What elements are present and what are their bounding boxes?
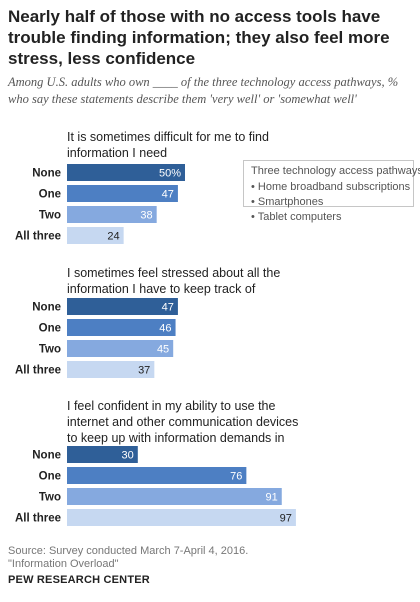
category-label-all-three: All three xyxy=(15,365,61,377)
panel-2: I sometimes feel stressed about all the i… xyxy=(15,266,280,378)
panel-3-title: I feel confident in my ability to use th… xyxy=(67,399,298,461)
footer-report: "Information Overload" xyxy=(8,558,119,570)
category-label-none: None xyxy=(32,168,61,180)
value-label-panel1-none: 50% xyxy=(159,168,181,180)
value-label-panel1-two: 38 xyxy=(140,210,152,222)
panel-2-title: I sometimes feel stressed about all the i… xyxy=(67,266,280,296)
category-label-none: None xyxy=(32,302,61,314)
legend-item-smartphones: • Smartphones xyxy=(251,196,324,208)
bar-panel1-all-three xyxy=(67,227,124,244)
legend-item-broadband: • Home broadband subscriptions xyxy=(251,181,411,193)
bar-panel1-none xyxy=(67,164,185,181)
bar-panel3-one xyxy=(67,467,247,484)
category-label-two: Two xyxy=(39,492,61,504)
legend-item-tablets: • Tablet computers xyxy=(251,211,342,223)
bar-panel1-one xyxy=(67,185,178,202)
category-label-two: Two xyxy=(39,344,61,356)
chart-subtitle: Among U.S. adults who own ____ of the th… xyxy=(8,75,399,106)
category-label-all-three: All three xyxy=(15,513,61,525)
value-label-panel1-all-three: 24 xyxy=(107,231,119,243)
value-label-panel3-none: 30 xyxy=(122,450,134,462)
category-label-one: One xyxy=(39,189,61,201)
bar-panel2-all-three xyxy=(67,361,155,378)
value-label-panel3-one: 76 xyxy=(230,471,242,483)
panel-3: I feel confident in my ability to use th… xyxy=(15,399,298,526)
value-label-panel2-one: 46 xyxy=(159,323,171,335)
panel-1-title: It is sometimes difficult for me to find… xyxy=(67,130,269,160)
category-label-two: Two xyxy=(39,210,61,222)
value-label-panel3-all-three: 97 xyxy=(280,513,292,525)
category-label-one: One xyxy=(39,471,61,483)
legend-title: Three technology access pathways: xyxy=(251,165,420,177)
footer-org: PEW RESEARCH CENTER xyxy=(8,574,150,586)
bar-panel2-two xyxy=(67,340,174,357)
panel-1: It is sometimes difficult for me to find… xyxy=(15,130,269,244)
value-label-panel3-two: 91 xyxy=(266,492,278,504)
value-label-panel1-one: 47 xyxy=(162,189,174,201)
chart-title: Nearly half of those with no access tool… xyxy=(8,7,390,68)
bar-panel2-none xyxy=(67,298,178,315)
value-label-panel2-all-three: 37 xyxy=(138,365,150,377)
bar-panel1-two xyxy=(67,206,157,223)
category-label-none: None xyxy=(32,450,61,462)
bar-panel2-one xyxy=(67,319,176,336)
bar-panel3-two xyxy=(67,488,282,505)
legend-box xyxy=(243,160,414,207)
bar-panel3-none xyxy=(67,446,138,463)
value-label-panel2-two: 45 xyxy=(157,344,169,356)
category-label-one: One xyxy=(39,323,61,335)
bar-panel3-all-three xyxy=(67,509,296,526)
category-label-all-three: All three xyxy=(15,231,61,243)
value-label-panel2-none: 47 xyxy=(162,302,174,314)
footer-source: Source: Survey conducted March 7-April 4… xyxy=(8,545,249,557)
